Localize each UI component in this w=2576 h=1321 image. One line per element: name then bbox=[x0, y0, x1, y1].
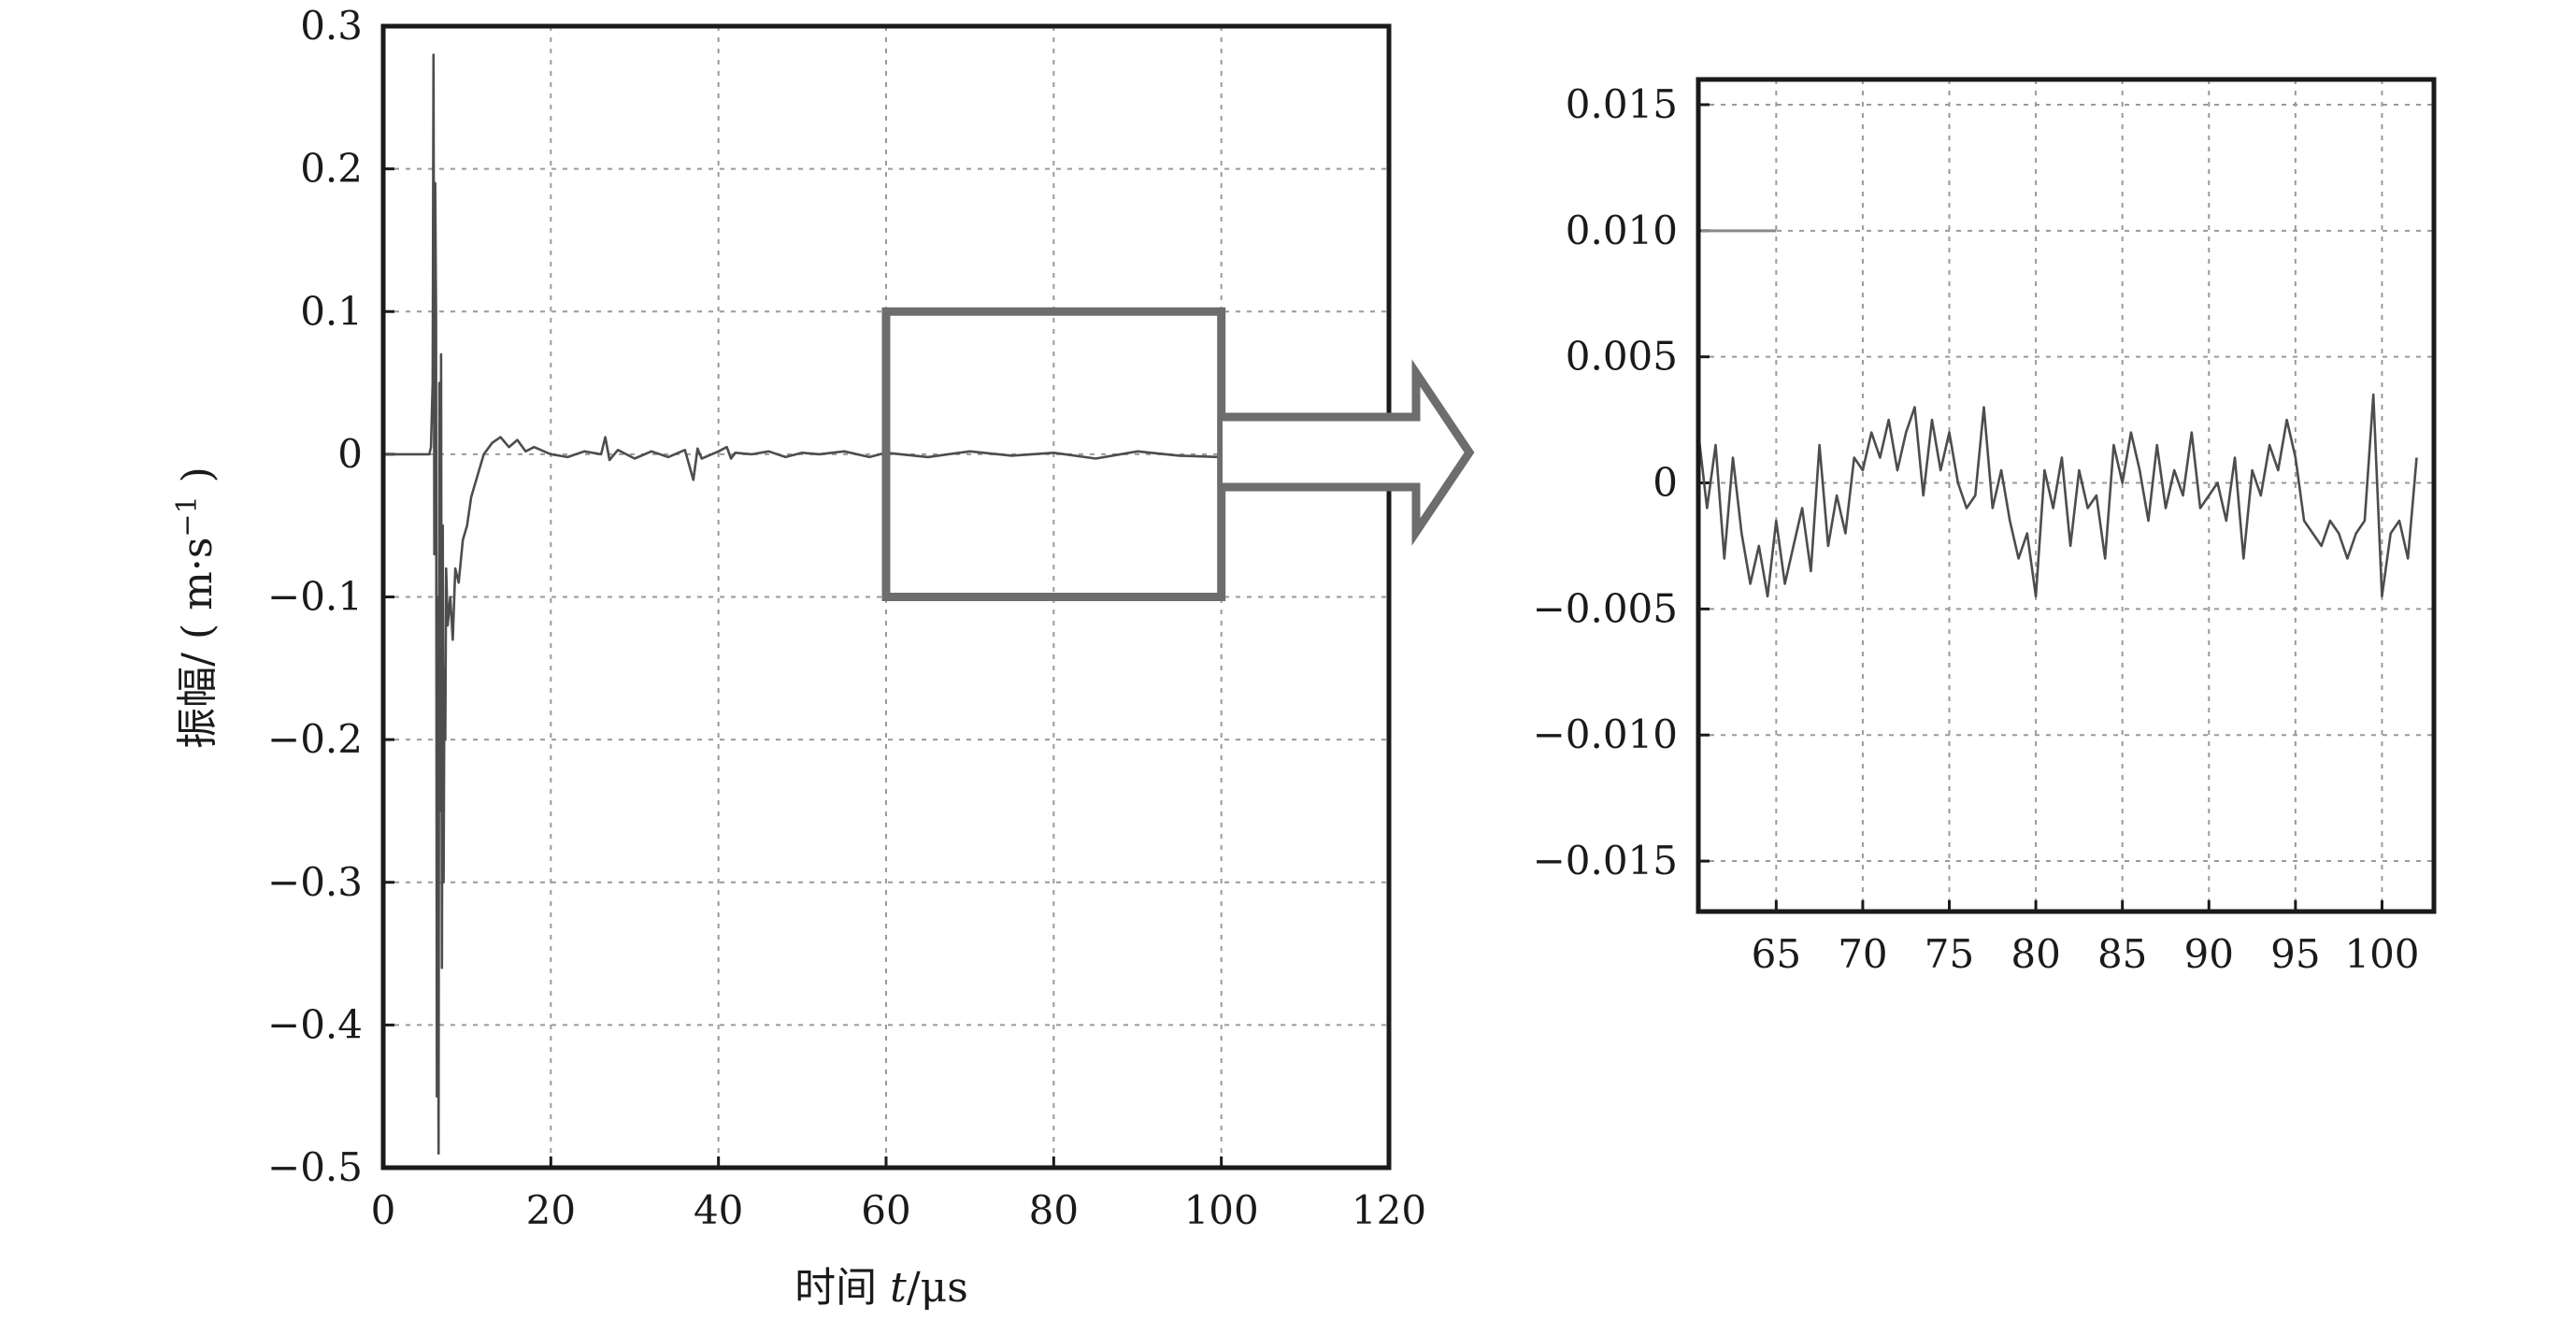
zoom-signal-line bbox=[1696, 393, 2418, 598]
zoom-x-tick-labels: 65 70 75 80 85 90 95 100 bbox=[1752, 931, 2420, 977]
zoom-x-tick-label: 70 bbox=[1838, 931, 1887, 977]
main-y-tick-label: −0.3 bbox=[267, 859, 363, 905]
zoom-x-tick-label: 90 bbox=[2184, 931, 2234, 977]
main-x-tick-label: 40 bbox=[694, 1187, 743, 1233]
main-y-tick-label: 0.1 bbox=[300, 288, 363, 334]
zoom-x-tick-label: 75 bbox=[1925, 931, 1974, 977]
zoom-x-tick-label: 65 bbox=[1752, 931, 1801, 977]
zoom-region-box bbox=[881, 307, 1226, 601]
main-y-tick-label: −0.1 bbox=[267, 574, 363, 620]
zoom-chart: 65 70 75 80 85 90 95 100 0.015 0.010 0.005 0 −0.005… bbox=[1533, 77, 2437, 977]
y-axis-title-superscript: −1 bbox=[171, 495, 204, 537]
y-axis-title-close: ) bbox=[174, 467, 222, 495]
main-signal-line bbox=[383, 53, 1238, 1155]
main-y-tick-label: 0.2 bbox=[300, 146, 363, 192]
zoom-plot-frame bbox=[1696, 77, 2437, 914]
zoom-arrow-icon bbox=[1223, 359, 1475, 546]
main-x-tick-label: 20 bbox=[526, 1187, 576, 1233]
zoom-y-tick-label: −0.005 bbox=[1533, 585, 1678, 631]
main-x-tick-label: 0 bbox=[371, 1187, 396, 1233]
main-chart: 0 20 40 60 80 100 120 0.3 0.2 0.1 0 −0.1 −0.2 −0.3 −0… bbox=[171, 3, 1426, 1312]
y-axis-title-text: 振幅/ ( m·s bbox=[174, 538, 222, 749]
main-x-tick-label: 80 bbox=[1029, 1187, 1079, 1233]
x-axis-title-variable: t bbox=[890, 1264, 907, 1312]
zoom-y-tick-label: 0.015 bbox=[1566, 81, 1678, 127]
zoom-y-tick-label: −0.010 bbox=[1533, 711, 1678, 757]
main-y-tick-label: −0.2 bbox=[267, 716, 363, 762]
x-axis-title-unit: /μs bbox=[907, 1264, 968, 1312]
x-axis-title-prefix: 时间 bbox=[794, 1264, 890, 1312]
main-x-tick-label: 120 bbox=[1352, 1187, 1426, 1233]
zoom-y-tick-label: 0.010 bbox=[1566, 208, 1678, 253]
zoom-y-tick-label: −0.015 bbox=[1533, 838, 1678, 883]
zoom-x-tick-label: 95 bbox=[2270, 931, 2320, 977]
zoom-x-tick-label: 85 bbox=[2097, 931, 2147, 977]
main-plot-frame bbox=[380, 23, 1392, 1170]
main-y-tick-label: 0 bbox=[337, 431, 363, 477]
main-x-tick-label: 60 bbox=[861, 1187, 910, 1233]
main-y-tick-labels: 0.3 0.2 0.1 0 −0.1 −0.2 −0.3 −0.4 −0.5 bbox=[267, 3, 363, 1190]
main-x-tick-labels: 0 20 40 60 80 100 120 bbox=[371, 1187, 1426, 1233]
zoom-y-tick-label: 0 bbox=[1653, 460, 1678, 506]
zoom-y-tick-label: 0.005 bbox=[1566, 334, 1678, 380]
main-x-axis-title: 时间 t/μs bbox=[794, 1264, 968, 1312]
zoom-x-tick-label: 80 bbox=[2011, 931, 2060, 977]
main-y-axis-title: 振幅/ ( m·s−1 ) bbox=[171, 467, 222, 749]
zoom-y-tick-labels: 0.015 0.010 0.005 0 −0.005 −0.010 −0.015 bbox=[1533, 81, 1678, 883]
zoom-x-tick-label: 100 bbox=[2344, 931, 2419, 977]
main-y-tick-label: −0.4 bbox=[267, 1001, 363, 1047]
main-x-tick-label: 100 bbox=[1184, 1187, 1259, 1233]
main-y-tick-label: −0.5 bbox=[267, 1144, 363, 1190]
main-y-tick-label: 0.3 bbox=[300, 3, 363, 49]
